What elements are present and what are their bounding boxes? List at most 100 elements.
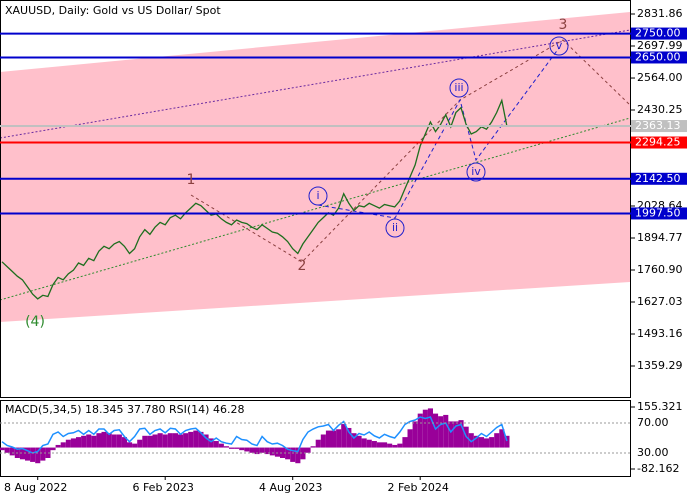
- wave-circle: [449, 78, 469, 98]
- macd-bar: [76, 437, 82, 448]
- macd-bar: [203, 434, 209, 448]
- level-box: [631, 51, 687, 64]
- y-tick-label: 2697.99: [637, 39, 683, 52]
- x-tick-label: 8 Aug 2022: [4, 481, 67, 494]
- macd-bar: [264, 447, 270, 455]
- level-box: [631, 27, 687, 40]
- x-tick-label: 6 Feb 2023: [132, 481, 193, 494]
- macd-bar: [239, 447, 245, 451]
- macd-bar: [218, 443, 224, 448]
- macd-bar: [91, 435, 97, 448]
- macd-bar: [208, 438, 214, 448]
- macd-bar: [336, 429, 342, 448]
- indicator-frame: [0, 400, 631, 477]
- wave-label: 3: [559, 17, 568, 33]
- wave-label: i: [316, 189, 319, 202]
- macd-bar: [167, 433, 173, 448]
- macd-bar: [30, 447, 36, 462]
- macd-bar: [121, 437, 127, 448]
- macd-bar: [142, 435, 148, 448]
- macd-bar: [40, 447, 46, 461]
- macd-bar: [387, 443, 393, 448]
- macd-bar: [366, 439, 372, 448]
- y-tick-label: 2831.86: [637, 7, 683, 20]
- macd-bar: [223, 446, 229, 448]
- macd-bar: [96, 433, 102, 448]
- macd-bar: [499, 429, 505, 448]
- macd-bar: [152, 434, 158, 448]
- wave-circle: [308, 186, 328, 206]
- macd-bar: [468, 433, 474, 448]
- macd-bar: [70, 438, 76, 448]
- wave-label: ii: [392, 221, 398, 234]
- macd-bar: [325, 430, 331, 448]
- level-box: [631, 120, 687, 133]
- macd-bar: [290, 447, 296, 462]
- wave-label: iii: [454, 81, 463, 94]
- macd-bar: [147, 435, 153, 448]
- macd-bar: [234, 447, 240, 449]
- macd-bar: [259, 447, 265, 453]
- x-tick-label: 4 Aug 2023: [259, 481, 322, 494]
- macd-bar: [55, 444, 61, 448]
- y-tick-label: 30.00: [637, 446, 669, 459]
- wave-label: iv: [471, 165, 481, 178]
- y-tick-label: -82.162: [637, 462, 679, 475]
- macd-bar: [127, 442, 133, 448]
- macd-bar: [244, 447, 250, 452]
- macd-bar: [504, 435, 510, 448]
- macd-bar: [137, 439, 143, 448]
- macd-bar: [473, 435, 479, 448]
- macd-bar: [382, 442, 388, 448]
- macd-bar: [433, 413, 439, 448]
- macd-bar: [101, 431, 107, 448]
- macd-bar: [356, 435, 362, 448]
- y-tick-label: 1894.77: [637, 231, 683, 244]
- macd-bar: [361, 438, 367, 448]
- wave-circle: [466, 162, 486, 182]
- macd-bar: [274, 447, 280, 457]
- macd-bar: [351, 433, 357, 448]
- macd-bar: [443, 414, 449, 448]
- x-tick-label: 2 Feb 2024: [387, 481, 448, 494]
- level-box: [631, 207, 687, 220]
- level-box: [631, 136, 687, 149]
- macd-bar: [132, 443, 138, 448]
- main-frame: [0, 0, 631, 398]
- channel: [0, 12, 630, 322]
- macd-bar: [295, 447, 301, 464]
- y-tick-label: 1760.90: [637, 263, 683, 276]
- macd-bar: [162, 434, 168, 448]
- macd-bar: [269, 447, 275, 456]
- macd-bar: [285, 447, 291, 460]
- macd-bar: [9, 447, 15, 456]
- macd-bar: [213, 441, 219, 448]
- macd-bar: [458, 420, 464, 448]
- macd-bar: [320, 434, 326, 448]
- level-label: 2294.25: [635, 136, 681, 149]
- macd-bar: [484, 438, 490, 448]
- level-label: 2142.50: [635, 172, 681, 185]
- rsi-line: [1, 416, 508, 454]
- price-line: [1, 98, 508, 300]
- macd-bar: [371, 441, 377, 448]
- macd-bar: [346, 427, 352, 448]
- macd-bar: [417, 413, 423, 448]
- level-box: [631, 172, 687, 185]
- y-tick-label: 155.321: [637, 400, 683, 413]
- trend-line: [0, 117, 631, 301]
- macd-bar: [438, 416, 444, 448]
- macd-bar: [402, 437, 408, 448]
- macd-bar: [494, 433, 500, 448]
- y-tick-label: 1359.29: [637, 359, 683, 372]
- y-tick-label: 1493.16: [637, 327, 683, 340]
- macd-bar: [193, 430, 199, 448]
- macd-bar: [19, 447, 25, 460]
- wave-label: 1: [187, 172, 196, 188]
- macd-bar: [229, 447, 235, 449]
- macd-bar: [448, 421, 454, 448]
- level-label: 2750.00: [635, 27, 681, 40]
- macd-bar: [331, 430, 337, 448]
- macd-bar: [35, 447, 41, 464]
